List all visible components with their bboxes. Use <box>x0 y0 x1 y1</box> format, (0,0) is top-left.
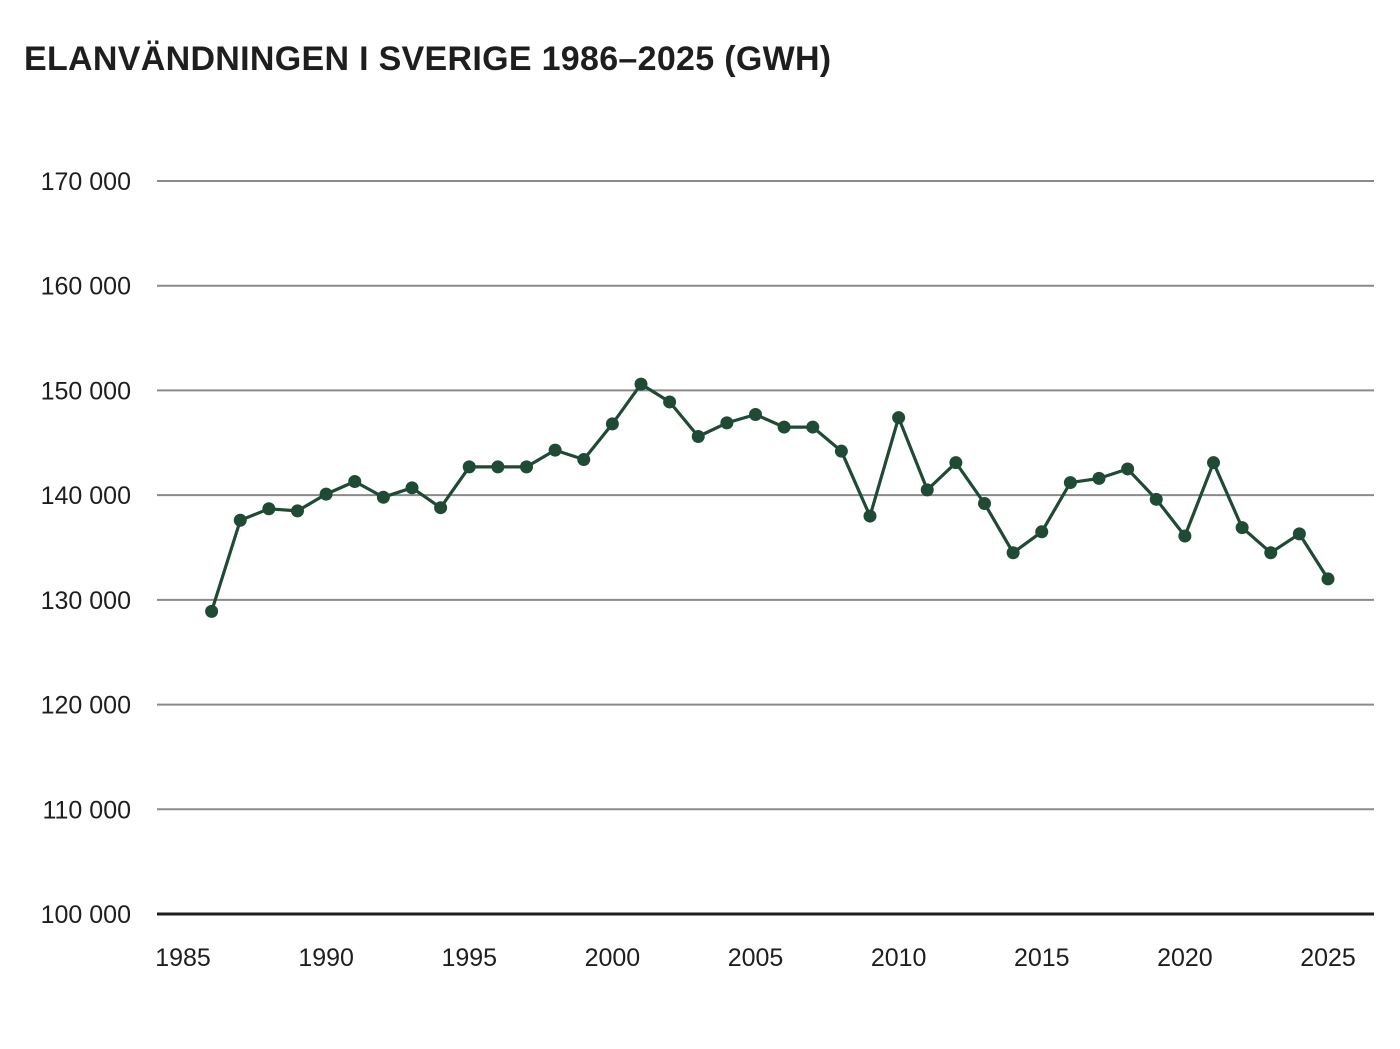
data-point <box>262 502 276 516</box>
x-tick-label: 1990 <box>298 944 354 972</box>
x-tick-label: 2000 <box>585 944 641 972</box>
y-tick-label: 140 000 <box>41 482 131 510</box>
series-consumption <box>205 377 1335 618</box>
data-point <box>233 513 247 527</box>
data-point <box>691 430 705 444</box>
x-tick-label: 1985 <box>155 944 211 972</box>
data-point <box>1292 527 1306 541</box>
x-axis-tick-labels: 1985 1990 1995 2000 2005 2010 2015 2020 2025 <box>155 944 1356 972</box>
chart-title: ELANVÄNDNINGEN I SVERIGE 1986–2025 (GWH) <box>24 40 832 78</box>
y-tick-label: 170 000 <box>41 168 131 196</box>
data-point <box>205 604 219 618</box>
data-point <box>920 483 934 497</box>
x-tick-label: 1995 <box>441 944 497 972</box>
data-point <box>1264 546 1278 560</box>
x-tick-label: 2010 <box>871 944 927 972</box>
data-point <box>1178 529 1192 543</box>
data-point <box>605 417 619 431</box>
series-line <box>210 382 1330 612</box>
data-point <box>1149 492 1163 506</box>
y-axis-tick-labels: 100 000 110 000 120 000 130 000 140 000 150 0… <box>41 168 131 929</box>
data-point <box>548 443 562 457</box>
data-point <box>491 460 505 474</box>
data-point <box>1321 572 1335 586</box>
y-tick-label: 130 000 <box>41 587 131 615</box>
data-point <box>405 481 419 495</box>
x-tick-label: 2005 <box>728 944 784 972</box>
y-tick-label: 120 000 <box>41 692 131 720</box>
data-point <box>663 395 677 409</box>
data-point <box>348 475 362 489</box>
data-point <box>462 460 476 474</box>
data-point <box>1207 456 1220 470</box>
data-point <box>1006 546 1020 560</box>
data-point <box>720 416 734 430</box>
data-point <box>949 456 963 470</box>
data-point <box>806 420 820 434</box>
data-point <box>863 509 877 523</box>
data-point <box>319 487 333 501</box>
y-tick-label: 150 000 <box>41 377 131 405</box>
x-tick-label: 2020 <box>1157 944 1213 972</box>
data-point <box>1121 462 1135 476</box>
data-point <box>634 377 648 391</box>
data-point <box>834 444 848 458</box>
data-point <box>1092 471 1106 485</box>
y-tick-label: 100 000 <box>41 901 131 929</box>
data-point <box>978 497 991 511</box>
data-point <box>376 490 390 504</box>
data-point <box>577 453 591 467</box>
data-point <box>1063 476 1077 490</box>
x-tick-label: 2015 <box>1014 944 1070 972</box>
data-point <box>1035 525 1049 539</box>
data-point <box>291 504 304 518</box>
data-point <box>520 460 533 474</box>
x-tick-label: 2025 <box>1300 944 1356 972</box>
data-point <box>434 501 448 515</box>
data-point <box>777 420 791 434</box>
data-point <box>892 411 906 425</box>
y-tick-label: 160 000 <box>41 273 131 301</box>
y-tick-label: 110 000 <box>42 796 131 824</box>
gridlines <box>157 180 1374 916</box>
data-point <box>749 408 762 422</box>
data-point <box>1235 521 1249 535</box>
